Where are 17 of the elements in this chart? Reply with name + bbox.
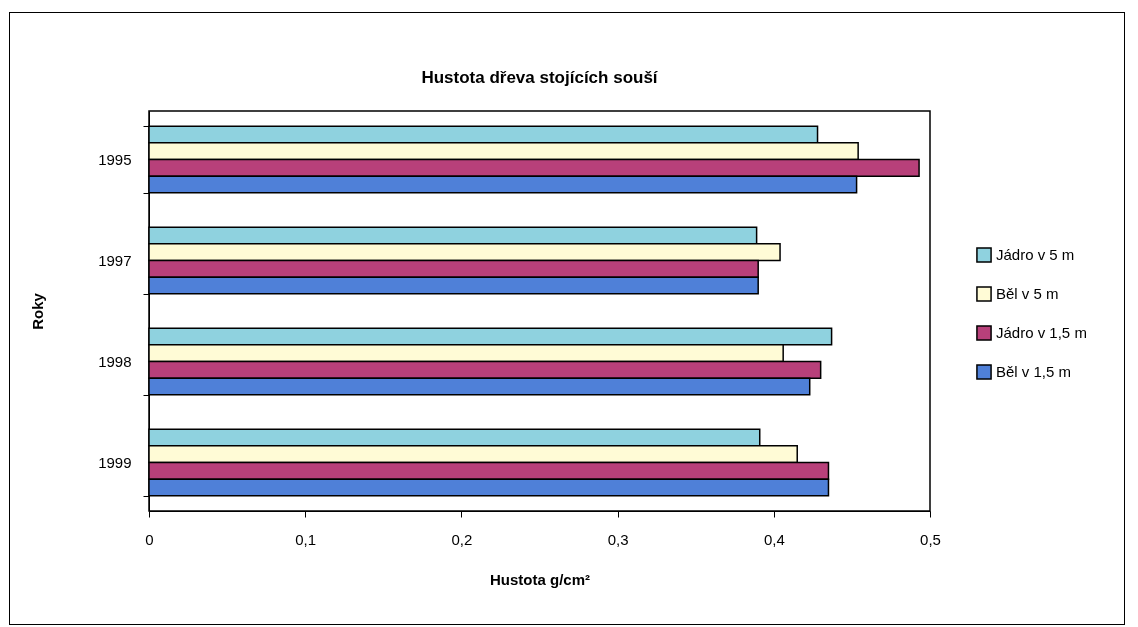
x-tick-label: 0,2 (451, 530, 473, 548)
x-tick-label: 0,5 (920, 530, 941, 548)
y-axis-title: Roky (29, 292, 47, 330)
legend-label: Jádro v 1,5 m (996, 324, 1087, 341)
x-axis-title: Hustota g/cm² (489, 570, 591, 588)
x-tick-label: 0 (145, 530, 154, 548)
legend-label: Běl v 1,5 m (996, 363, 1072, 380)
y-tick-label: 1998 (98, 353, 132, 371)
y-tick-label: 1999 (98, 454, 132, 472)
y-tick-label: 1995 (98, 150, 132, 168)
chart-title: Hustota dřeva stojících souší (421, 68, 659, 87)
x-tick-label: 0,1 (295, 530, 317, 548)
x-tick-label: 0,3 (607, 530, 629, 548)
x-tick-label: 0,4 (763, 530, 785, 548)
legend-label: Jádro v 5 m (996, 246, 1075, 263)
y-tick-label: 1997 (98, 251, 132, 269)
legend-label: Běl v 5 m (996, 285, 1059, 302)
